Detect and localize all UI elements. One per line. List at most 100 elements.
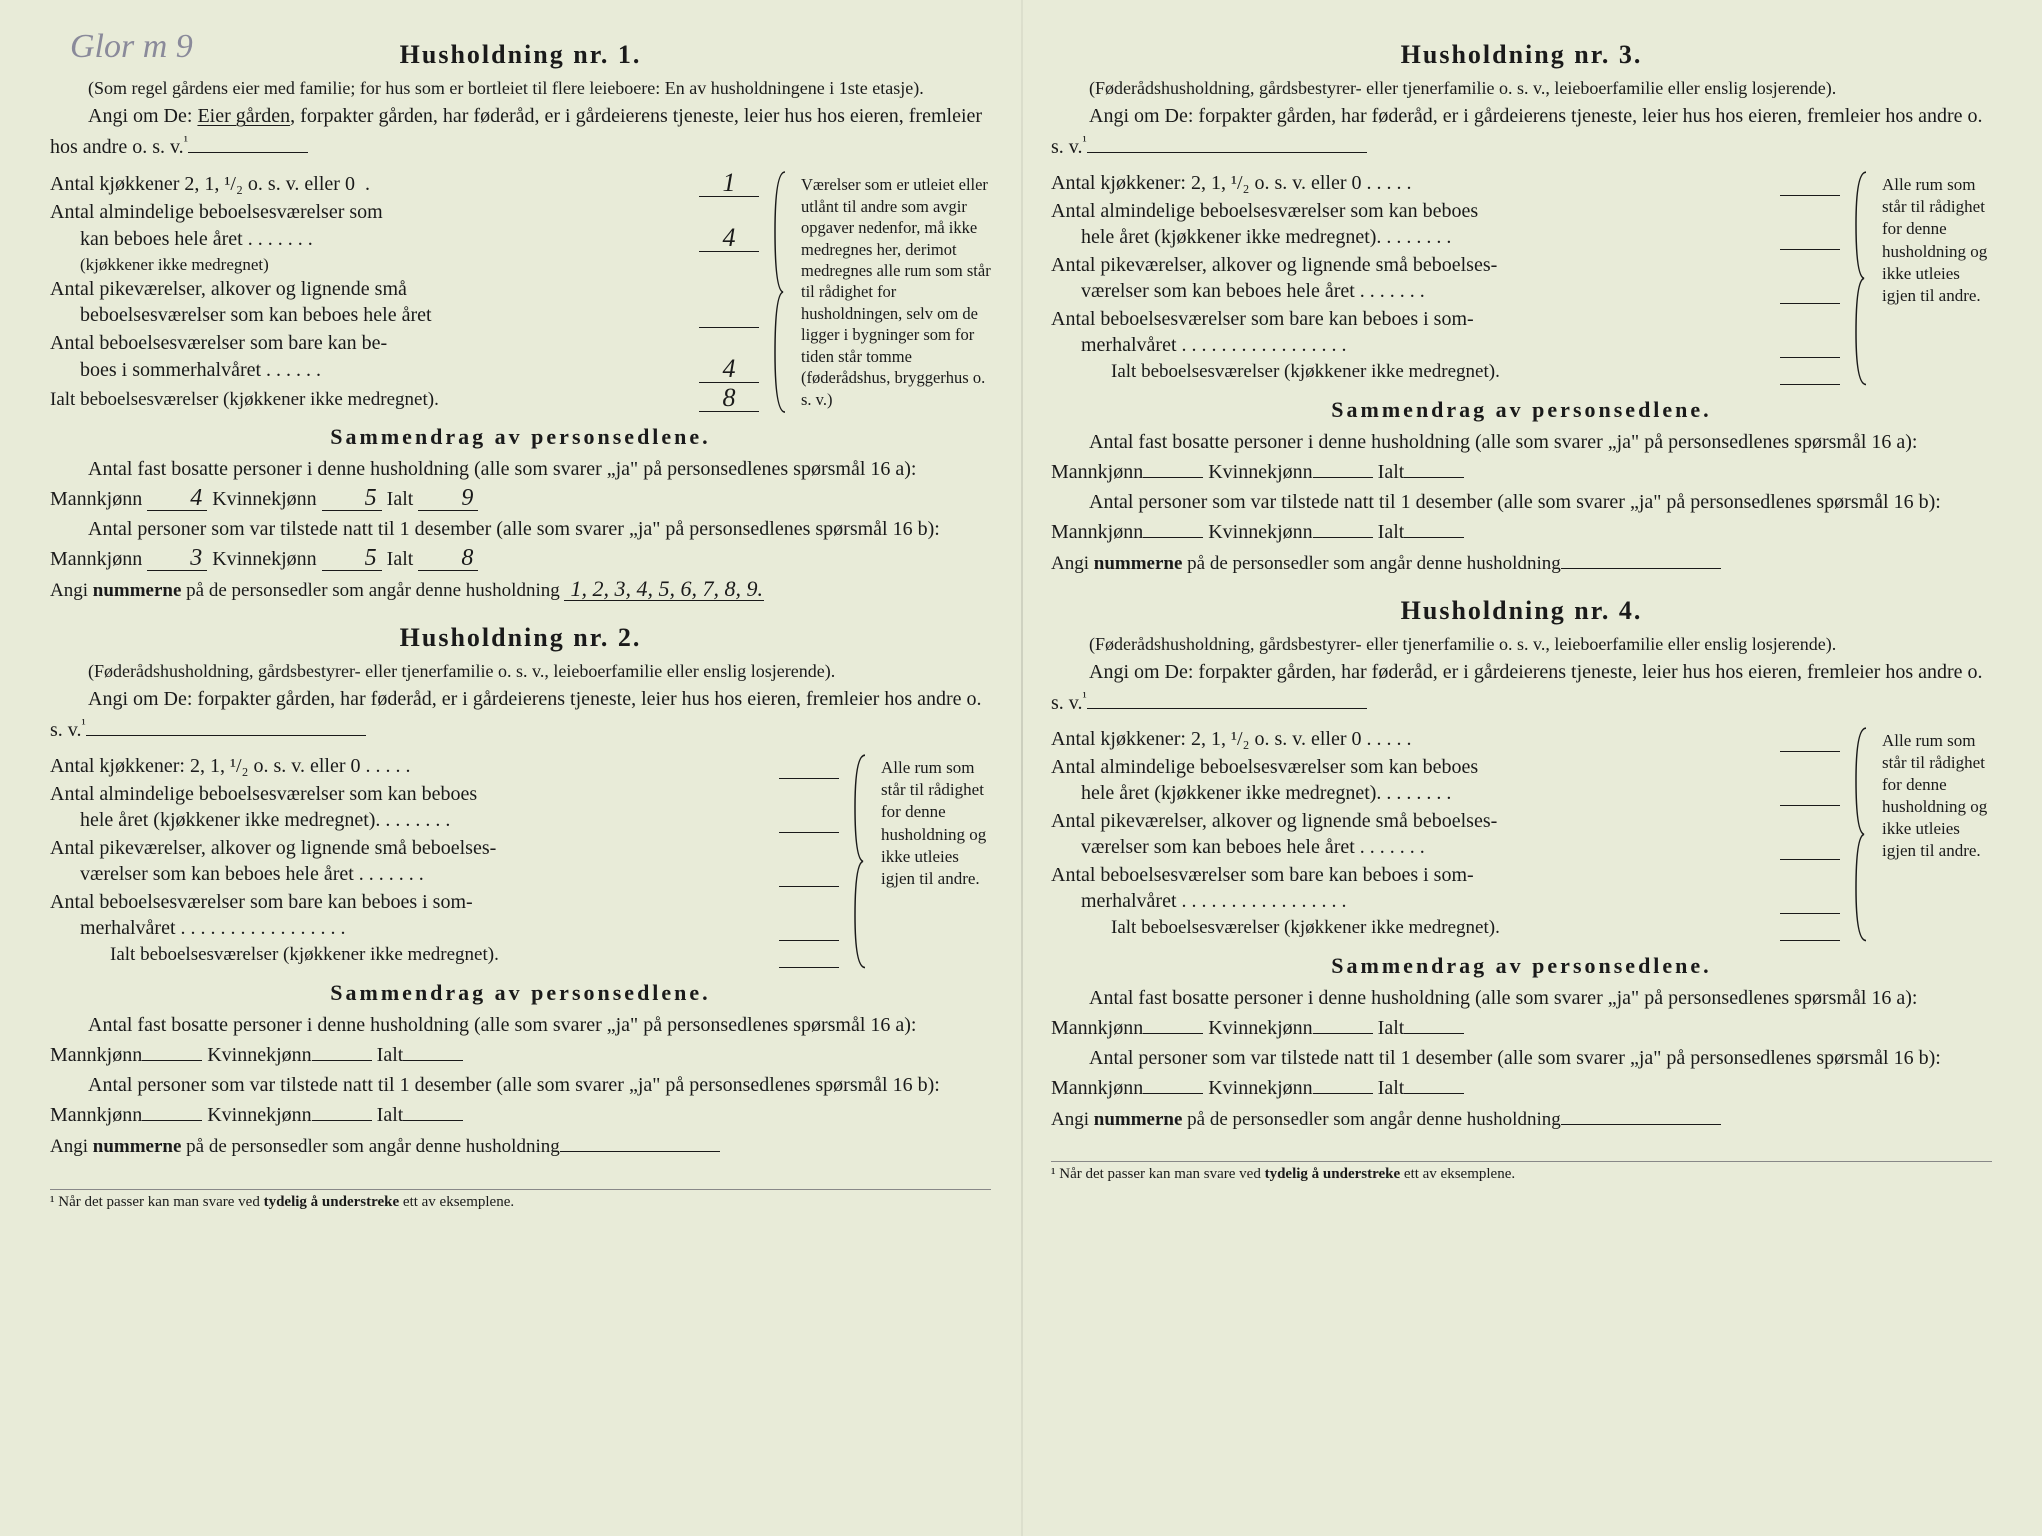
household-4-rooms: Antal kjøkkener: 2, 1, ¹/₂ o. s. v. elle… [1051, 726, 1992, 943]
ordinary-row: Antal almindelige beboelsesværelser som … [50, 781, 839, 833]
total-row: Ialt beboelsesværelser (kjøkkener ikke m… [1051, 916, 1840, 941]
ordinary-row: Antal almindelige beboelsesværelser som … [1051, 198, 1840, 250]
ordinary-label2: kan beboes hele året . . . . . . . [80, 226, 313, 252]
ialt-label: Ialt [1373, 461, 1405, 483]
ordinary-value [1780, 249, 1840, 250]
ordinary-row: Antal almindelige beboelsesværelser som … [1051, 754, 1840, 806]
kvinnekjonn-label: Kvinnekjønn [202, 1044, 311, 1066]
room-lines: Antal kjøkkener: 2, 1, ¹/₂ o. s. v. elle… [50, 753, 839, 970]
summer-row: Antal beboelsesværelser som bare kan beb… [1051, 862, 1840, 914]
household-4-subtitle: (Føderådshusholdning, gårdsbestyrer- ell… [1051, 632, 1992, 656]
val-16a-k [312, 1060, 372, 1061]
val-16b-k [312, 1120, 372, 1121]
nummerne-value [560, 1151, 720, 1152]
maid-label2: værelser som kan beboes hele året . . . … [80, 861, 424, 887]
brace-icon [1854, 726, 1868, 943]
angi-blank [1087, 131, 1367, 153]
kvinnekjonn-label: Kvinnekjønn [1203, 461, 1312, 483]
household-4-sidenote: Alle rum som står til rådighet for denne… [1882, 726, 1992, 943]
household-2-rooms: Antal kjøkkener: 2, 1, ¹/₂ o. s. v. elle… [50, 753, 991, 970]
summer-value: 4 [699, 356, 759, 383]
val-16b-i: 8 [418, 546, 478, 571]
kitchen-value [1780, 195, 1840, 196]
kitchen-row: Antal kjøkkener: 2, 1, ¹/₂ o. s. v. elle… [50, 753, 839, 779]
val-16a-i: 9 [418, 486, 478, 511]
total-label: Ialt beboelsesværelser (kjøkkener ikke m… [1111, 916, 1500, 941]
total-value [1780, 384, 1840, 385]
val-16b-m [1143, 537, 1203, 538]
summer-label2: merhalvåret . . . . . . . . . . . . . . … [1081, 888, 1347, 914]
angi-nummerne-bold: nummerne [1094, 553, 1183, 574]
angi-nummerne-line: Angi nummerne på de personsedler som ang… [50, 1134, 991, 1161]
angi-nummerne-bold: nummerne [1094, 1109, 1183, 1130]
ordinary-label: Antal almindelige beboelsesværelser som [50, 199, 759, 225]
ordinary-value [779, 832, 839, 833]
household-3-title: Husholdning nr. 3. [1051, 40, 1992, 70]
footnote-rest: ett av eksemplene. [1400, 1166, 1515, 1182]
val-16a-i [403, 1060, 463, 1061]
kitchen-value: 1 [699, 170, 759, 197]
footnote-bold: tydelig å understreke [1265, 1166, 1401, 1182]
val-16a-k [1313, 1033, 1373, 1034]
angi-nummerne-bold: nummerne [93, 580, 182, 601]
kitchen-row: Antal kjøkkener 2, 1, ¹/₂ o. s. v. eller… [50, 170, 759, 197]
val-16b-k: 5 [322, 546, 382, 571]
summer-value [1780, 357, 1840, 358]
total-value: 8 [699, 385, 759, 412]
room-lines: Antal kjøkkener: 2, 1, ¹/₂ o. s. v. elle… [1051, 726, 1840, 943]
ordinary-label: Antal almindelige beboelsesværelser som … [50, 781, 839, 807]
summary-16b-text: Antal personer som var tilstede natt til… [1051, 491, 1941, 543]
summer-label: Antal beboelsesværelser som bare kan be- [50, 330, 759, 356]
household-3-sidenote: Alle rum som står til rådighet for denne… [1882, 170, 1992, 387]
angi-nummerne-rest: på de personsedler som angår denne husho… [1182, 553, 1560, 574]
total-label: Ialt beboelsesværelser (kjøkkener ikke m… [50, 388, 439, 413]
angi-nummerne-rest: på de personsedler som angår denne husho… [181, 1136, 559, 1157]
footnote-left: ¹ Når det passer kan man svare ved tydel… [50, 1189, 991, 1211]
household-1-subtitle: (Som regel gårdens eier med familie; for… [50, 76, 991, 100]
ialt-label: Ialt [387, 488, 414, 510]
angi-nummerne-prefix: Angi [50, 580, 93, 601]
val-16a-i [1404, 477, 1464, 478]
household-4-title: Husholdning nr. 4. [1051, 596, 1992, 626]
household-3-rooms: Antal kjøkkener: 2, 1, ¹/₂ o. s. v. elle… [1051, 170, 1992, 387]
ordinary-label2: hele året (kjøkkener ikke medregnet). . … [1081, 224, 1451, 250]
angi-blank [188, 131, 308, 153]
val-16b-i [403, 1120, 463, 1121]
ialt-label: Ialt [372, 1044, 404, 1066]
summer-label2: merhalvåret . . . . . . . . . . . . . . … [80, 915, 346, 941]
maid-label: Antal pikeværelser, alkover og lignende … [1051, 808, 1840, 834]
val-16a-k: 5 [322, 486, 382, 511]
kitchen-label: Antal kjøkkener: 2, 1, ¹/₂ o. s. v. elle… [1051, 170, 1412, 196]
summer-label2: boes i sommerhalvåret . . . . . . [80, 357, 321, 383]
left-page: Husholdning nr. 1. (Som regel gårdens ei… [50, 40, 991, 1496]
maid-label2: værelser som kan beboes hele året . . . … [1081, 834, 1425, 860]
total-row: Ialt beboelsesværelser (kjøkkener ikke m… [50, 385, 759, 412]
kvinnekjonn-label: Kvinnekjønn [1203, 1017, 1312, 1039]
val-16a-i [1404, 1033, 1464, 1034]
maid-label2: værelser som kan beboes hele året . . . … [1081, 278, 1425, 304]
household-2-subtitle: (Føderådshusholdning, gårdsbestyrer- ell… [50, 659, 991, 683]
val-16b-m: 3 [147, 546, 207, 571]
room-lines: Antal kjøkkener 2, 1, ¹/₂ o. s. v. eller… [50, 170, 759, 414]
val-16b-i [1404, 537, 1464, 538]
footnote-bold: tydelig å understreke [264, 1194, 400, 1210]
summary-16a: Antal fast bosatte personer i denne hush… [50, 454, 991, 514]
summary-16a: Antal fast bosatte personer i denne hush… [1051, 983, 1992, 1043]
brace-icon [1854, 170, 1868, 387]
kvinnekjonn-label: Kvinnekjønn [1203, 521, 1312, 543]
val-16b-k [1313, 1093, 1373, 1094]
angi-nummerne-line: Angi nummerne på de personsedler som ang… [1051, 1107, 1992, 1134]
maid-row: Antal pikeværelser, alkover og lignende … [50, 835, 839, 887]
footnote-right: ¹ Når det passer kan man svare ved tydel… [1051, 1161, 1992, 1183]
kitchen-label: Antal kjøkkener: 2, 1, ¹/₂ o. s. v. elle… [1051, 726, 1412, 752]
ordinary-label: Antal almindelige beboelsesværelser som … [1051, 198, 1840, 224]
summary-16b: Antal personer som var tilstede natt til… [1051, 1043, 1992, 1103]
handwritten-margin-note: Glor m 9 [70, 30, 193, 64]
maid-row: Antal pikeværelser, alkover og lignende … [1051, 808, 1840, 860]
val-16b-k [1313, 537, 1373, 538]
total-label: Ialt beboelsesværelser (kjøkkener ikke m… [110, 943, 499, 968]
household-1-rooms: Antal kjøkkener 2, 1, ¹/₂ o. s. v. eller… [50, 170, 991, 414]
angi-nummerne-prefix: Angi [50, 1136, 93, 1157]
footnote-text: Når det passer kan man svare ved [1056, 1166, 1265, 1182]
ordinary-sublabel: (kjøkkener ikke medregnet) [80, 254, 759, 276]
